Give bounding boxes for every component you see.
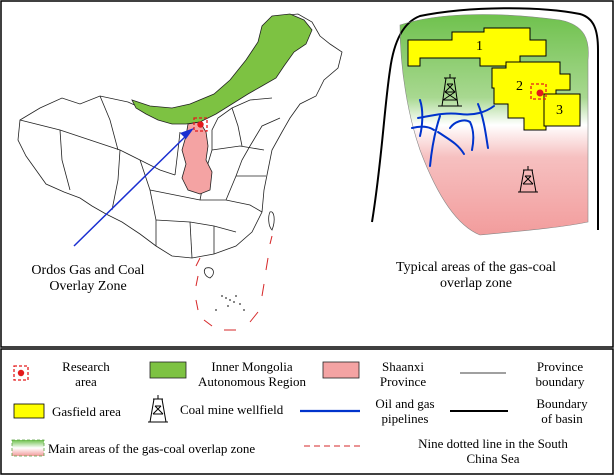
legend-research-line2: area xyxy=(75,374,97,389)
right-caption-line2: overlap zone xyxy=(440,276,512,291)
legend-inner-mongolia-swatch xyxy=(149,361,187,379)
legend-province-boundary-line2: boundary xyxy=(535,374,585,389)
legend-shaanxi-line1: Shaanxi xyxy=(382,359,424,374)
legend-province-boundary-label: Province boundary xyxy=(510,359,610,389)
left-caption-line2: Overlay Zone xyxy=(49,279,127,294)
legend-coal-mine-symbol xyxy=(148,395,168,423)
legend-basin-boundary-label: Boundary of basin xyxy=(512,396,612,426)
legend-inner-mongolia-label: Inner Mongolia Autonomous Region xyxy=(192,359,312,389)
research-area-marker xyxy=(193,117,208,132)
research-area-dot xyxy=(197,121,204,128)
legend-frame xyxy=(0,348,614,475)
south-china-sea-islands xyxy=(215,295,245,311)
taiwan-island xyxy=(268,211,275,231)
pointer-arrow xyxy=(73,128,194,247)
legend-overlap-swatch xyxy=(11,439,45,457)
legend-shaanxi-swatch xyxy=(322,361,360,379)
nine-dotted-line xyxy=(195,235,273,331)
coal-mine-wellfield-2 xyxy=(518,166,538,193)
map-frame xyxy=(0,0,614,348)
coal-mine-wellfield-1 xyxy=(438,74,462,107)
legend-pipeline-line2: pipelines xyxy=(381,411,429,426)
research-area-detail-marker xyxy=(530,83,547,100)
hainan-island xyxy=(203,267,214,279)
right-map-caption: Typical areas of the gas-coal overlap zo… xyxy=(376,260,576,292)
legend-shaanxi-label: Shaanxi Province xyxy=(368,359,438,389)
gasfield-label-2: 2 xyxy=(516,79,523,94)
legend-inner-mongolia-line1: Inner Mongolia xyxy=(211,359,293,374)
legend-nine-dotted-line1: Nine dotted line in the South xyxy=(418,436,568,451)
legend-basin-boundary-line1: Boundary xyxy=(536,396,588,411)
gasfield-label-1: 1 xyxy=(476,39,483,54)
gasfield-label-3: 3 xyxy=(556,103,563,118)
inner-mongolia-region xyxy=(131,13,313,125)
left-caption-line1: Ordos Gas and Coal xyxy=(31,263,145,278)
legend-pipeline-line1: Oil and gas xyxy=(375,396,435,411)
legend-gasfield-label: Gasfield area xyxy=(52,404,121,419)
gasfield-1 xyxy=(407,27,547,67)
oil-gas-pipelines xyxy=(411,99,495,167)
legend-inner-mongolia-line2: Autonomous Region xyxy=(198,374,306,389)
legend-gasfield-swatch xyxy=(13,403,45,419)
shaanxi-province xyxy=(181,121,213,195)
left-map-caption: Ordos Gas and Coal Overlay Zone xyxy=(8,263,168,295)
legend-basin-boundary-line2: of basin xyxy=(541,411,583,426)
legend-province-boundary-line1: Province xyxy=(536,359,584,374)
right-caption-line1: Typical areas of the gas-coal xyxy=(396,260,556,275)
legend-research-line1: Research xyxy=(62,359,110,374)
overlap-zone-outline xyxy=(399,14,589,236)
legend-nine-dotted-line2: China Sea xyxy=(466,451,520,466)
legend-overlap-label: Main areas of the gas-coal overlap zone xyxy=(48,441,256,456)
gasfield-3 xyxy=(543,93,581,127)
research-area-detail-dot xyxy=(536,89,544,97)
legend-research-symbol xyxy=(13,365,29,381)
legend-nine-dotted-label: Nine dotted line in the South China Sea xyxy=(378,436,608,466)
legend-shaanxi-line2: Province xyxy=(379,374,427,389)
legend-research-dot xyxy=(17,369,25,377)
legend-research-label: Research area xyxy=(36,359,136,389)
basin-boundary xyxy=(371,7,599,230)
legend-pipeline-label: Oil and gas pipelines xyxy=(360,396,450,426)
legend-coal-mine-label: Coal mine wellfield xyxy=(180,402,284,417)
